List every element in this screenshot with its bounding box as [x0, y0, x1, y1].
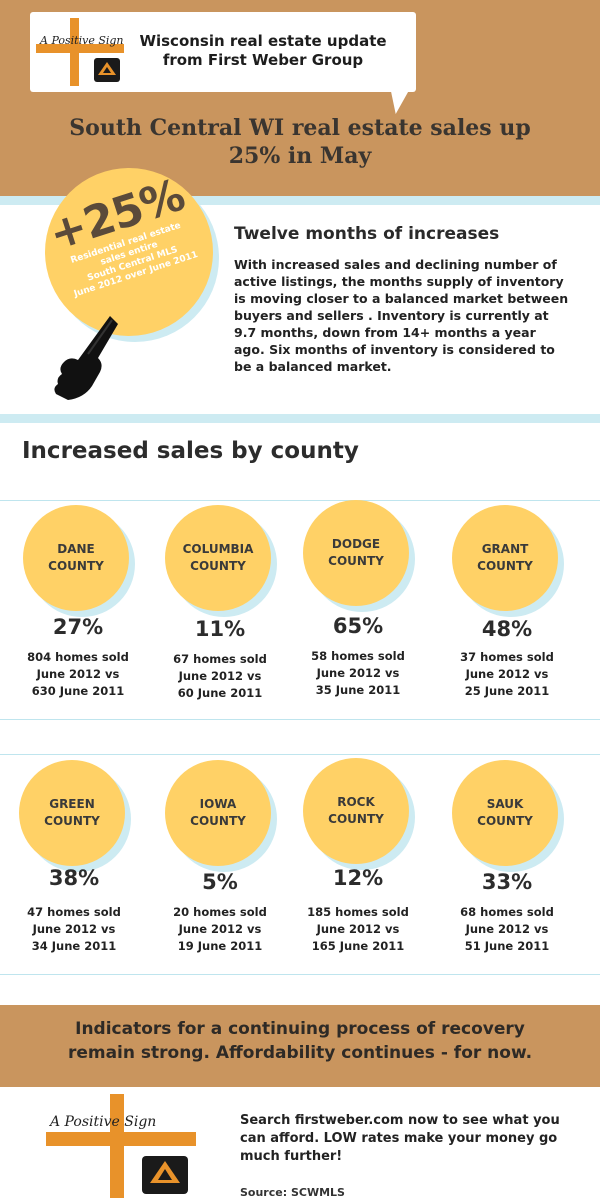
divider-line — [0, 974, 600, 975]
county-details: 37 homes sold June 2012 vs 25 June 2011 — [460, 650, 554, 698]
county-percentage: 33% — [481, 870, 533, 894]
summary-text: Indicators for a continuing process of r… — [67, 1019, 533, 1063]
county-details: 47 homes sold June 2012 vs 34 June 2011 — [27, 905, 121, 953]
county-circle: IOWA COUNTY — [165, 760, 271, 866]
footer-logo-text: A Positive Sign — [50, 1114, 157, 1130]
intro-heading: Twelve months of increases — [234, 224, 500, 244]
divider-stripe — [0, 196, 600, 205]
county-percentage: 27% — [52, 615, 104, 639]
county-circle: GREEN COUNTY — [19, 760, 125, 866]
source-note: Source: SCWMLS — [240, 1186, 345, 1199]
summary-band — [0, 1005, 600, 1087]
divider-line — [0, 500, 600, 501]
positive-sign-logo-footer — [46, 1094, 196, 1198]
county-circle: DODGE COUNTY — [303, 500, 409, 606]
pointing-hand-icon — [48, 312, 120, 406]
section-title: Increased sales by county — [22, 438, 359, 464]
county-circle: SAUK COUNTY — [452, 760, 558, 866]
county-percentage: 12% — [332, 866, 384, 890]
logo-text: A Positive Sign — [40, 34, 124, 47]
county-percentage: 48% — [481, 617, 533, 641]
county-circle: DANE COUNTY — [23, 505, 129, 611]
county-circle: GRANT COUNTY — [452, 505, 558, 611]
county-details: 68 homes sold June 2012 vs 51 June 2011 — [460, 905, 554, 953]
divider-stripe — [0, 414, 600, 423]
divider-line — [0, 754, 600, 755]
county-details: 20 homes sold June 2012 vs 19 June 2011 — [173, 905, 267, 953]
call-to-action: Search firstweber.com now to see what yo… — [240, 1113, 560, 1164]
county-details: 58 homes sold June 2012 vs 35 June 2011 — [311, 649, 405, 697]
county-percentage: 38% — [48, 866, 100, 890]
county-details: 67 homes sold June 2012 vs 60 June 2011 — [173, 652, 267, 700]
county-percentage: 11% — [194, 617, 246, 641]
header-subtitle: Wisconsin real estate update from First … — [139, 32, 387, 69]
county-percentage: 5% — [202, 870, 238, 894]
county-details: 804 homes sold June 2012 vs 630 June 2011 — [27, 650, 129, 698]
county-percentage: 65% — [332, 614, 384, 638]
county-circle: ROCK COUNTY — [303, 758, 409, 864]
highlight-circle — [45, 168, 213, 336]
intro-paragraph: With increased sales and declining numbe… — [234, 257, 569, 374]
divider-line — [0, 719, 600, 720]
county-circle: COLUMBIA COUNTY — [165, 505, 271, 611]
county-details: 185 homes sold June 2012 vs 165 June 2011 — [307, 905, 409, 953]
positive-sign-logo — [36, 18, 124, 86]
page-title: South Central WI real estate sales up 25… — [69, 115, 531, 169]
